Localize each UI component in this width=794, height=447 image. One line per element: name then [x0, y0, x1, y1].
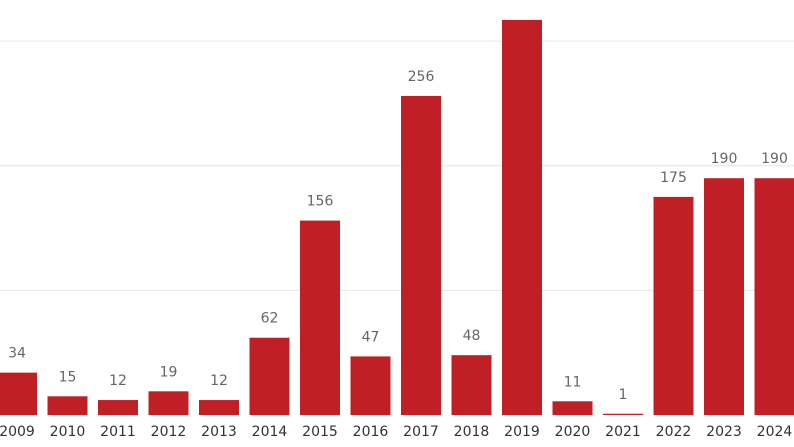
bar [0, 372, 37, 415]
value-label: 12 [109, 373, 127, 389]
bar [451, 355, 492, 415]
value-label: 190 [711, 151, 738, 167]
bar [98, 400, 138, 415]
x-tick-label: 2019 [504, 424, 540, 440]
x-tick-label: 2009 [0, 424, 35, 440]
x-tick-label: 2014 [252, 424, 288, 440]
value-label: 15 [59, 369, 77, 385]
value-label: 190 [761, 151, 788, 167]
x-tick-label: 2016 [353, 424, 389, 440]
x-tick-label: 2021 [605, 424, 641, 440]
x-tick-label: 2013 [201, 424, 237, 440]
bar [552, 401, 593, 415]
bar [401, 95, 441, 415]
value-label: 48 [463, 328, 481, 344]
bar [350, 356, 391, 415]
bar [653, 196, 694, 415]
bar [704, 178, 744, 415]
value-label: 256 [408, 69, 435, 85]
bar [199, 400, 239, 415]
value-label: 62 [261, 311, 279, 327]
bar [300, 220, 340, 415]
x-tick-label: 2022 [656, 424, 692, 440]
value-label: 19 [160, 364, 178, 380]
x-tick-label: 2010 [50, 424, 86, 440]
value-label: 11 [564, 374, 582, 390]
value-label: 1 [619, 387, 628, 403]
bar [603, 413, 643, 415]
value-label: 47 [362, 329, 380, 345]
bar [47, 396, 88, 415]
value-label: 156 [307, 194, 334, 210]
x-tick-label: 2020 [555, 424, 591, 440]
bar [148, 391, 189, 415]
x-tick-label: 2015 [302, 424, 338, 440]
x-tick-label: 2011 [100, 424, 136, 440]
value-label: 12 [210, 373, 228, 389]
value-label: 34 [8, 346, 26, 362]
bar [502, 19, 542, 415]
x-tick-label: 2024 [757, 424, 793, 440]
value-label: 175 [660, 170, 687, 186]
bar [754, 178, 794, 415]
x-tick-label: 2018 [454, 424, 490, 440]
bar [249, 337, 290, 415]
x-tick-label: 2017 [403, 424, 439, 440]
x-tick-label: 2023 [706, 424, 742, 440]
x-tick-label: 2012 [151, 424, 187, 440]
